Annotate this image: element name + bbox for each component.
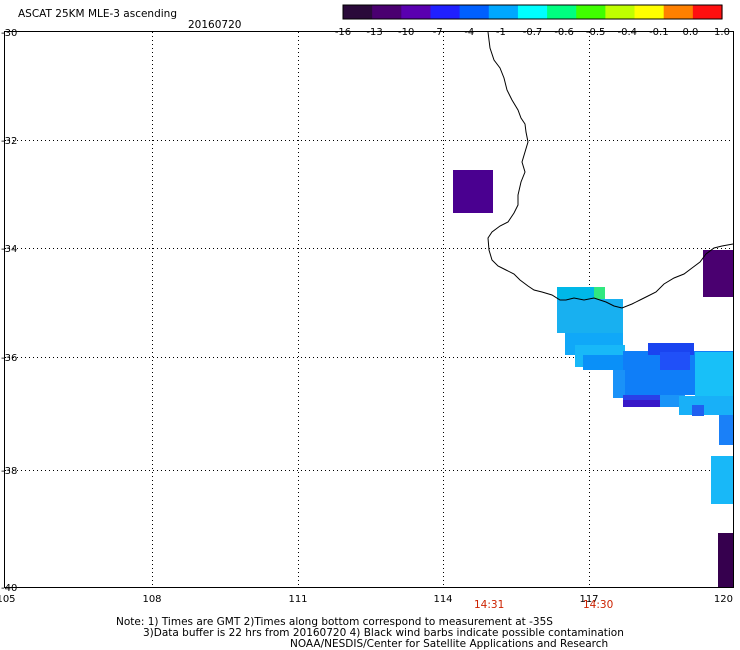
longitude-label: 108 [142, 594, 161, 605]
color-swatch [634, 5, 665, 19]
data-swath-east [703, 250, 733, 587]
color-scale-label: -16 [335, 27, 351, 38]
time-label-1431: 14:31 [474, 599, 505, 611]
color-swatch [488, 5, 519, 19]
color-swatch [576, 5, 606, 19]
color-scale-label: -1 [496, 27, 506, 38]
color-swatch [663, 5, 694, 19]
longitude-label: 114 [433, 594, 452, 605]
note-line-2: 3)Data buffer is 22 hrs from 20160720 4)… [143, 627, 624, 639]
latitude-label: -32 [1, 136, 17, 147]
longitude-label: 120 [714, 594, 733, 605]
color-swatch [343, 5, 373, 19]
axis-labels: -30 -32 -34 -36 -38 -40105 108 111 114 117 120 [0, 28, 733, 605]
data-swath-offshore-block [453, 170, 493, 213]
map-frame [4, 31, 734, 588]
color-swatch [517, 5, 548, 19]
color-scale-label: -0.4 [617, 27, 637, 38]
color-scale-label: 1.0 [714, 27, 730, 38]
time-label-1430: 14:30 [583, 599, 614, 611]
product-title: ASCAT 25KM MLE-3 ascending [18, 8, 177, 20]
color-bar-outline [342, 4, 723, 20]
color-swatch [605, 5, 636, 19]
color-scale-label: 0.0 [682, 27, 698, 38]
color-scale-label: -0.7 [523, 27, 543, 38]
latitude-label: -38 [1, 466, 17, 477]
graticule [5, 32, 733, 587]
latitude-label: -36 [1, 353, 17, 364]
color-swatch [459, 5, 490, 19]
latitude-label: -30 [1, 28, 17, 39]
color-scale-bar [342, 4, 723, 20]
color-scale-label: -10 [398, 27, 414, 38]
color-swatch [372, 5, 402, 19]
longitude-label: 105 [0, 594, 16, 605]
note-line-1: Note: 1) Times are GMT 2)Times along bot… [116, 616, 553, 628]
latitude-label: -34 [1, 244, 17, 255]
coastline [487, 31, 734, 309]
longitude-label: 111 [288, 594, 307, 605]
longitude-label: 117 [579, 594, 598, 605]
note-line-3: NOAA/NESDIS/Center for Satellite Applica… [290, 638, 609, 650]
color-scale-label: -0.6 [554, 27, 574, 38]
color-swatch [430, 5, 461, 19]
color-swatch [692, 5, 723, 19]
data-swath-southwest [557, 287, 733, 445]
color-swatch [401, 5, 432, 19]
color-scale-label: -0.5 [586, 27, 606, 38]
color-scale-label: -4 [464, 27, 474, 38]
color-scale-label: -7 [433, 27, 443, 38]
color-scale-labels: -16 -13 -10 -7 -4 -1 -0.7 -0.6 -0.5 -0.4 -0.1 0.0 1.… [335, 27, 730, 38]
color-scale-label: -0.1 [649, 27, 669, 38]
latitude-label: -40 [1, 583, 17, 594]
color-scale-label: -13 [366, 27, 382, 38]
color-swatch [547, 5, 577, 19]
product-date: 20160720 [188, 19, 242, 31]
